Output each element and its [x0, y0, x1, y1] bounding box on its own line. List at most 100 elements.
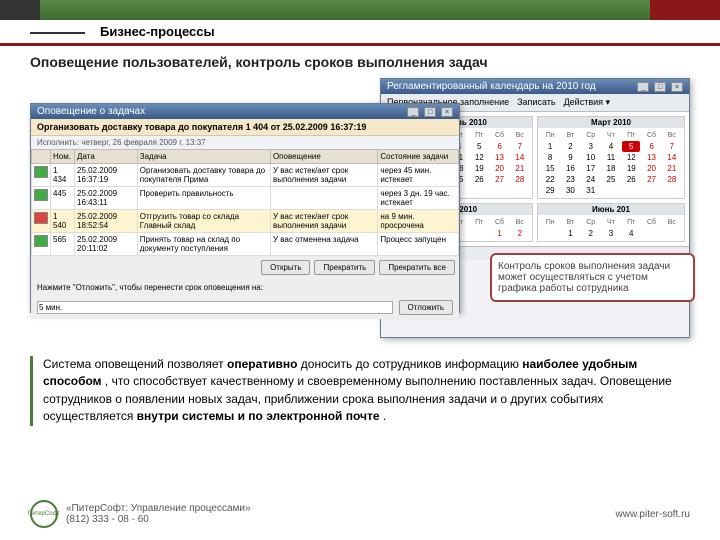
calendar-day[interactable]: 1: [561, 228, 579, 239]
status-icon: [34, 235, 48, 247]
logo-icon: ПитерСофт: [30, 500, 58, 528]
calendar-day[interactable]: 9: [561, 152, 579, 163]
calendar-day[interactable]: 5: [622, 141, 640, 152]
calendar-day[interactable]: 4: [622, 228, 640, 239]
calendar-day[interactable]: 2: [582, 228, 600, 239]
maximize-icon[interactable]: □: [654, 82, 666, 92]
minimize-icon[interactable]: _: [637, 82, 649, 92]
task-header: Организовать доставку товара до покупате…: [31, 119, 459, 136]
calendar-day[interactable]: 21: [663, 163, 681, 174]
table-row[interactable]: 1 43425.02.2009 16:37:19Организовать дос…: [32, 164, 459, 187]
delay-input[interactable]: [37, 301, 393, 314]
calendar-day[interactable]: 25: [602, 174, 620, 185]
calendar-day[interactable]: 26: [470, 174, 488, 185]
calendar-day[interactable]: 20: [491, 163, 509, 174]
calendar-day[interactable]: 13: [491, 152, 509, 163]
calendar-day[interactable]: 28: [663, 174, 681, 185]
calendar-day[interactable]: 11: [602, 152, 620, 163]
calendar-day[interactable]: 22: [541, 174, 559, 185]
calendar-day[interactable]: 12: [622, 152, 640, 163]
callout-box: Контроль сроков выполнения задачи может …: [490, 253, 695, 302]
calendar-day[interactable]: 31: [582, 185, 600, 196]
calendar-day[interactable]: 10: [582, 152, 600, 163]
calendar-day[interactable]: 2: [561, 141, 579, 152]
calendar-day[interactable]: [470, 228, 488, 239]
calendar-day[interactable]: [663, 185, 681, 196]
task-footer: Нажмите "Отложить", чтобы перенести срок…: [31, 279, 459, 296]
calendar-day[interactable]: 6: [643, 141, 661, 152]
calendar-day[interactable]: 18: [602, 163, 620, 174]
page-footer: ПитерСофт «ПитерСофт: Управление процесс…: [30, 500, 690, 528]
task-table: Ном.ДатаЗадачаОповещениеСостояние задачи…: [31, 149, 459, 256]
month-name: Март 2010: [538, 117, 684, 128]
status-icon: [34, 166, 48, 178]
calendar-day[interactable]: 16: [561, 163, 579, 174]
task-buttons: Открыть Прекратить Прекратить все: [31, 256, 459, 279]
table-row[interactable]: 1 54025.02.2009 18:52:54Отгрузить товар …: [32, 210, 459, 233]
calendar-day[interactable]: 26: [622, 174, 640, 185]
table-row[interactable]: 44525.02.2009 16:43:11Проверить правильн…: [32, 187, 459, 210]
column-header: Ном.: [51, 150, 75, 164]
calendar-day[interactable]: 27: [491, 174, 509, 185]
calendar-day[interactable]: 13: [643, 152, 661, 163]
window-titlebar[interactable]: Оповещение о задачах _ □ ×: [31, 104, 459, 119]
section-title: Бизнес-процессы: [0, 20, 720, 43]
close-icon[interactable]: ×: [671, 82, 683, 92]
task-footer-row: Отложить: [31, 296, 459, 319]
calendar-day[interactable]: 14: [511, 152, 529, 163]
calendar-day[interactable]: 19: [622, 163, 640, 174]
calendar-day[interactable]: [663, 228, 681, 239]
window-controls: _ □ ×: [635, 81, 683, 92]
calendar-day[interactable]: 15: [541, 163, 559, 174]
toolbar-item[interactable]: Действия ▾: [564, 97, 610, 108]
calendar-day[interactable]: 20: [643, 163, 661, 174]
top-bar: [0, 0, 720, 20]
footer-left: ПитерСофт «ПитерСофт: Управление процесс…: [30, 500, 251, 528]
calendar-day[interactable]: 23: [561, 174, 579, 185]
calendar-day[interactable]: 6: [491, 141, 509, 152]
calendar-day[interactable]: [602, 185, 620, 196]
calendar-day[interactable]: [541, 228, 559, 239]
task-subheader: Исполнить: четверг, 26 февраля 2009 г. 1…: [31, 136, 459, 149]
postpone-button[interactable]: Отложить: [399, 300, 453, 315]
calendar-day[interactable]: 8: [541, 152, 559, 163]
calendar-day[interactable]: 1: [491, 228, 509, 239]
calendar-day[interactable]: 1: [541, 141, 559, 152]
toolbar-item[interactable]: Записать: [517, 97, 555, 108]
calendar-day[interactable]: 12: [470, 152, 488, 163]
calendar-day[interactable]: 24: [582, 174, 600, 185]
calendar-day[interactable]: 2: [511, 228, 529, 239]
window-title: Оповещение о задачах: [37, 106, 145, 117]
column-header: Состояние задачи: [378, 150, 459, 164]
open-button[interactable]: Открыть: [261, 260, 310, 275]
table-row[interactable]: 56525.02.2009 20:11:02Принять товар на с…: [32, 233, 459, 256]
calendar-day[interactable]: [643, 228, 661, 239]
stop-all-button[interactable]: Прекратить все: [379, 260, 455, 275]
calendar-day[interactable]: 7: [663, 141, 681, 152]
calendar-day[interactable]: 17: [582, 163, 600, 174]
month-block: Март 2010ПнВтСрЧтПтСбВс12345678910111213…: [537, 116, 685, 199]
calendar-day[interactable]: [622, 185, 640, 196]
window-titlebar[interactable]: Регламентированный календарь на 2010 год…: [381, 79, 689, 94]
minimize-icon[interactable]: _: [407, 107, 419, 117]
calendar-day[interactable]: 19: [470, 163, 488, 174]
calendar-day[interactable]: 4: [602, 141, 620, 152]
description-text: Система оповещений позволяет оперативно …: [30, 356, 690, 426]
maximize-icon[interactable]: □: [424, 107, 436, 117]
close-icon[interactable]: ×: [441, 107, 453, 117]
stop-button[interactable]: Прекратить: [314, 260, 375, 275]
calendar-day[interactable]: 3: [582, 141, 600, 152]
calendar-day[interactable]: 7: [511, 141, 529, 152]
column-header: Дата: [75, 150, 138, 164]
calendar-day[interactable]: [643, 185, 661, 196]
calendar-day[interactable]: 5: [470, 141, 488, 152]
status-icon: [34, 189, 48, 201]
task-window: Оповещение о задачах _ □ × Организовать …: [30, 103, 460, 313]
calendar-day[interactable]: 30: [561, 185, 579, 196]
calendar-day[interactable]: 28: [511, 174, 529, 185]
calendar-day[interactable]: 3: [602, 228, 620, 239]
calendar-day[interactable]: 27: [643, 174, 661, 185]
calendar-day[interactable]: 14: [663, 152, 681, 163]
calendar-day[interactable]: 29: [541, 185, 559, 196]
calendar-day[interactable]: 21: [511, 163, 529, 174]
